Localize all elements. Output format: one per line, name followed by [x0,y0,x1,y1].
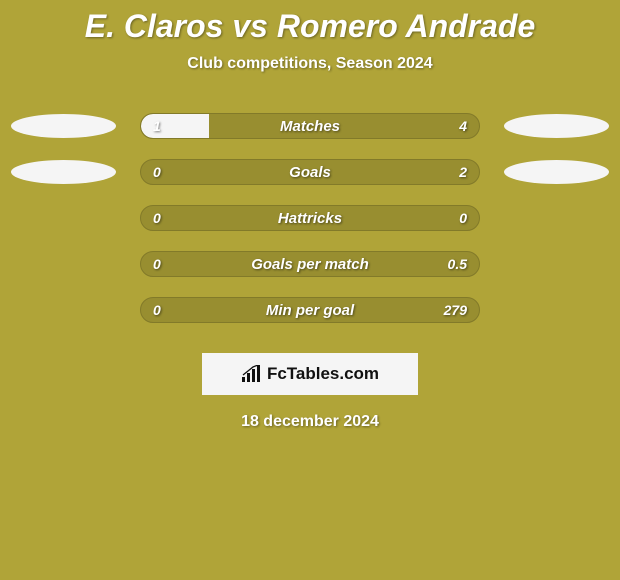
right-player-badge [504,160,609,184]
stat-label: Min per goal [141,298,479,322]
stat-row: 0279Min per goal [0,297,620,323]
stat-label: Hattricks [141,206,479,230]
stat-row: 02Goals [0,159,620,185]
stat-row: 00Hattricks [0,205,620,231]
stat-bar: 02Goals [140,159,480,185]
chart-icon [241,365,261,383]
source-logo: FcTables.com [202,353,418,395]
stat-bar: 00Hattricks [140,205,480,231]
subtitle: Club competitions, Season 2024 [0,55,620,73]
stat-row: 00.5Goals per match [0,251,620,277]
date-text: 18 december 2024 [0,413,620,431]
page-title: E. Claros vs Romero Andrade [0,8,620,45]
right-player-badge [504,114,609,138]
left-player-badge [11,114,116,138]
comparison-card: E. Claros vs Romero Andrade Club competi… [0,0,620,431]
stat-label: Matches [141,114,479,138]
left-player-badge [11,160,116,184]
stat-label: Goals per match [141,252,479,276]
stat-bar: 0279Min per goal [140,297,480,323]
stat-bar: 14Matches [140,113,480,139]
stat-row: 14Matches [0,113,620,139]
stat-label: Goals [141,160,479,184]
logo-text: FcTables.com [267,364,379,384]
stats-rows: 14Matches 02Goals 00Hattricks 00.5Goals per… [0,113,620,323]
stat-bar: 00.5Goals per match [140,251,480,277]
